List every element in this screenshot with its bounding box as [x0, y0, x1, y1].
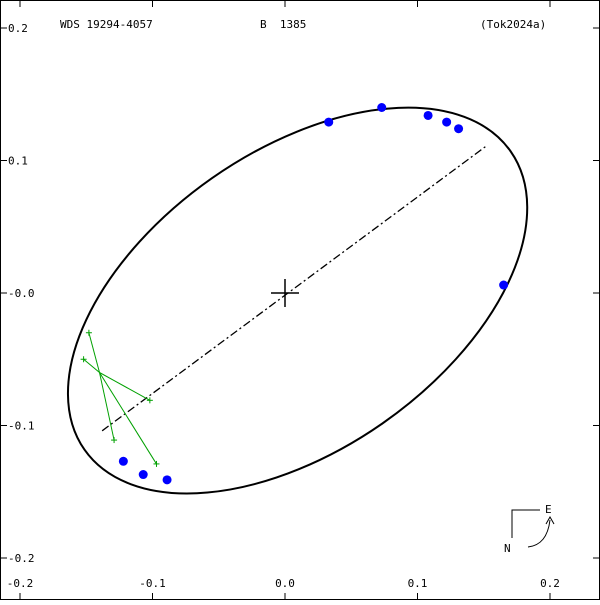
residual-line [83, 358, 100, 373]
residual-line [99, 372, 157, 465]
compass-north-label: N [504, 542, 511, 555]
x-tick-label: 0.1 [408, 577, 428, 590]
observation-point [324, 117, 334, 127]
observation-layer [118, 103, 509, 485]
compass-arrow [527, 519, 551, 548]
residual-layer [80, 329, 160, 467]
axis-tick-labels: -0.2 -0.1 0.0 0.1 0.2 -0.2 -0.1 -0.0 0.1 0.2 [7, 22, 560, 590]
x-tick-label: 0.0 [275, 577, 295, 590]
x-tick-label: -0.1 [139, 577, 166, 590]
observation-point [454, 124, 464, 134]
residual-line [88, 332, 100, 373]
observation-point [377, 103, 387, 112]
compass: E N [504, 503, 555, 555]
residual-line [99, 372, 151, 401]
wds-id-label: WDS 19294-4057 [60, 18, 153, 31]
reference-label: (Tok2024a) [480, 18, 546, 31]
orbit-ellipse [66, 106, 529, 495]
y-tick-label: 0.1 [8, 155, 28, 168]
y-tick-label: 0.2 [8, 22, 28, 35]
observation-point [499, 280, 509, 290]
compass-east-label: E [545, 503, 552, 516]
observation-point [162, 475, 172, 485]
x-tick-label: 0.2 [540, 577, 560, 590]
x-tick-label: -0.2 [7, 577, 34, 590]
observation-point [442, 117, 452, 127]
y-tick-label: -0.2 [8, 552, 35, 565]
y-tick-label: -0.1 [8, 420, 35, 433]
line-of-nodes [101, 145, 487, 432]
observation-point [138, 470, 148, 480]
residual-line [99, 372, 115, 441]
compass-arrowhead [545, 515, 555, 525]
observation-point [118, 456, 128, 466]
compass-axes [511, 509, 540, 538]
y-tick-label: -0.0 [8, 287, 35, 300]
observation-point [423, 110, 433, 120]
discoverer-label: B 1385 [260, 18, 306, 31]
orbit-layer [66, 106, 529, 495]
